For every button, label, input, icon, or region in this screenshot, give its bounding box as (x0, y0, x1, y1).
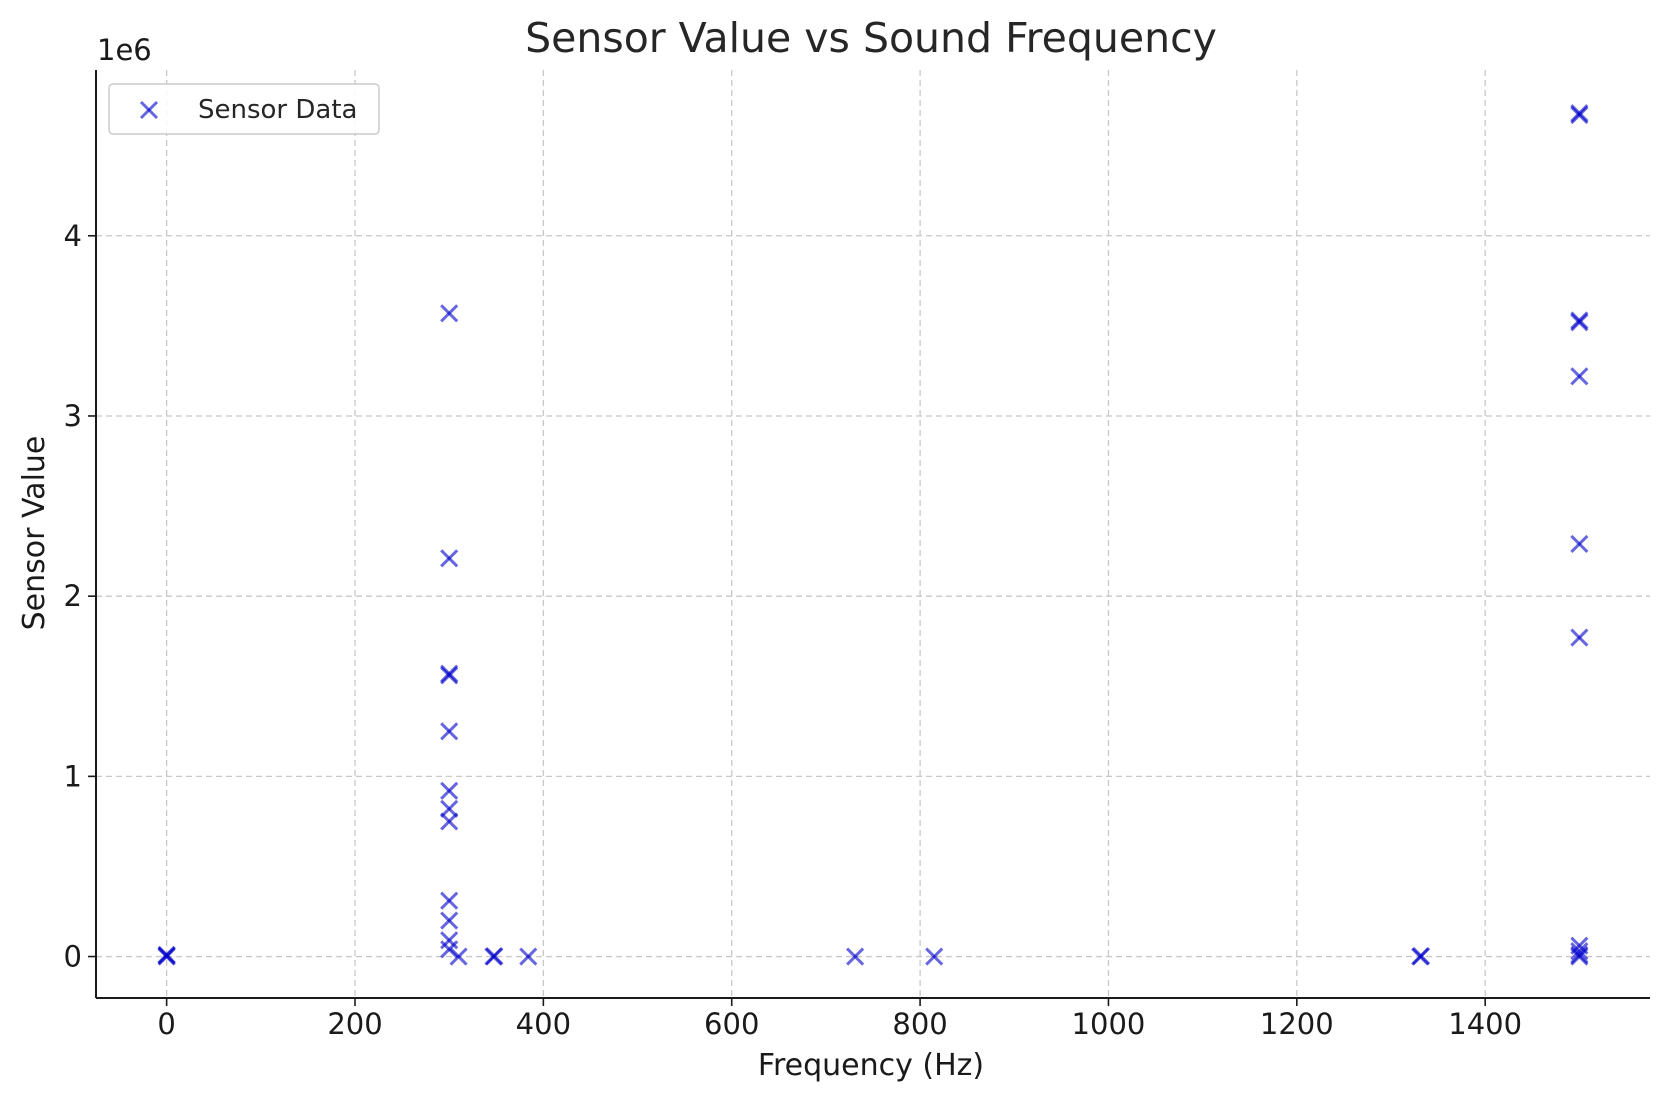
x-tick-label: 1400 (1448, 1007, 1522, 1041)
y-offset-text: 1e6 (97, 33, 152, 67)
y-gridlines (96, 235, 1650, 958)
x-tick-label: 0 (157, 1007, 175, 1041)
data-point (846, 947, 865, 966)
data-point (1570, 628, 1589, 647)
legend-box (108, 83, 380, 135)
x-tick-label: 800 (892, 1007, 947, 1041)
x-tick-label: 1000 (1072, 1007, 1146, 1041)
y-tick-label: 0 (64, 940, 82, 974)
x-axis-label: Frequency (Hz) (758, 1048, 984, 1083)
data-point (440, 304, 459, 323)
y-axis-label: Sensor Value (17, 436, 52, 631)
legend-marker-x-icon (139, 100, 159, 120)
data-point (1570, 105, 1589, 125)
data-point (519, 947, 538, 966)
data-point (449, 947, 468, 966)
data-point (925, 947, 944, 966)
y-tick-label: 1 (64, 759, 82, 793)
data-point (485, 947, 504, 966)
data-point (440, 549, 459, 568)
x-axis-ticks: 0 200 400 600 800 1000 1200 1400 (157, 998, 1522, 1041)
data-point (440, 891, 459, 910)
data-point (440, 666, 459, 685)
data-point (440, 722, 459, 741)
data-point (440, 911, 459, 930)
data-point (440, 940, 459, 959)
data-point (157, 945, 176, 964)
data-point (1570, 534, 1589, 553)
data-point (440, 781, 459, 800)
y-axis-ticks: 0 1 2 3 4 (64, 219, 96, 974)
data-point (1570, 367, 1589, 386)
x-tick-label: 1200 (1260, 1007, 1334, 1041)
x-gridlines (165, 70, 1486, 998)
legend-label: Sensor Data (198, 95, 357, 125)
data-point (1570, 947, 1589, 966)
x-tick-label: 200 (327, 1007, 382, 1041)
data-points (157, 104, 1589, 966)
legend: Sensor Data (108, 83, 380, 135)
x-tick-label: 600 (704, 1007, 759, 1041)
y-tick-label: 2 (64, 579, 82, 613)
data-point (1412, 946, 1431, 966)
data-point (1570, 942, 1589, 961)
data-point (1570, 313, 1589, 332)
x-tick-label: 400 (516, 1007, 571, 1041)
y-tick-label: 3 (64, 399, 82, 433)
y-tick-label: 4 (64, 219, 82, 253)
chart-title: Sensor Value vs Sound Frequency (525, 14, 1217, 62)
legend-marker-glyph (139, 100, 159, 120)
data-point (440, 812, 459, 831)
